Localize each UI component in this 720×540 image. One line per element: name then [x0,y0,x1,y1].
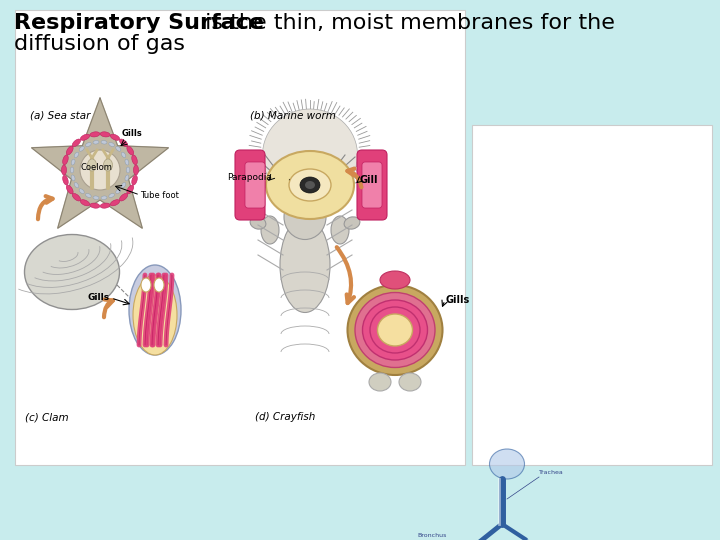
FancyBboxPatch shape [362,162,382,208]
Ellipse shape [86,143,91,146]
Ellipse shape [348,285,443,375]
Ellipse shape [362,300,428,360]
Ellipse shape [116,146,121,151]
Ellipse shape [100,203,110,208]
Text: Bronchus: Bronchus [417,533,446,538]
Ellipse shape [122,152,126,158]
Ellipse shape [61,165,66,175]
Ellipse shape [399,373,421,391]
Text: (b) Marine worm: (b) Marine worm [250,110,336,120]
Ellipse shape [122,183,126,188]
Ellipse shape [289,169,331,201]
Ellipse shape [71,159,75,165]
Ellipse shape [266,151,354,219]
Ellipse shape [109,143,114,146]
FancyBboxPatch shape [472,125,712,465]
Ellipse shape [79,189,84,193]
Ellipse shape [305,181,315,189]
Ellipse shape [90,132,100,137]
Ellipse shape [380,271,410,289]
Text: Respiratory Surface: Respiratory Surface [14,13,264,33]
Ellipse shape [125,159,129,165]
Ellipse shape [101,196,107,199]
Ellipse shape [133,275,177,355]
Ellipse shape [261,216,279,244]
Ellipse shape [90,203,100,208]
Ellipse shape [63,176,68,185]
Ellipse shape [125,175,129,181]
Ellipse shape [72,139,81,146]
Ellipse shape [377,314,413,346]
Text: is the thin, moist membranes for the: is the thin, moist membranes for the [198,13,615,33]
Ellipse shape [154,278,164,292]
Ellipse shape [80,150,120,190]
Ellipse shape [74,183,78,188]
Ellipse shape [490,449,524,479]
Ellipse shape [71,167,73,173]
Ellipse shape [126,167,130,173]
Text: Gills: Gills [445,295,469,305]
FancyBboxPatch shape [357,150,387,220]
Ellipse shape [109,193,114,198]
Ellipse shape [86,193,91,198]
Ellipse shape [129,265,181,355]
Polygon shape [505,539,565,540]
Ellipse shape [250,217,266,229]
Ellipse shape [66,185,73,194]
Text: Gills: Gills [122,129,143,138]
Ellipse shape [120,193,127,201]
Ellipse shape [133,165,138,175]
Text: (a) Sea star: (a) Sea star [30,110,91,120]
Ellipse shape [66,146,73,155]
Text: diffusion of gas: diffusion of gas [14,34,185,54]
Ellipse shape [280,218,330,313]
Ellipse shape [110,134,120,140]
Ellipse shape [127,146,134,155]
Ellipse shape [116,189,121,193]
Text: Tube foot: Tube foot [140,191,179,199]
Ellipse shape [93,140,99,144]
Ellipse shape [120,139,127,146]
FancyBboxPatch shape [245,162,265,208]
Ellipse shape [93,196,99,199]
Polygon shape [32,98,168,228]
Ellipse shape [72,193,81,201]
Ellipse shape [63,155,68,165]
FancyBboxPatch shape [235,150,265,220]
Ellipse shape [110,200,120,206]
Ellipse shape [284,194,326,240]
Ellipse shape [74,152,78,158]
Ellipse shape [71,175,75,181]
Ellipse shape [127,185,134,194]
Ellipse shape [81,134,90,140]
FancyBboxPatch shape [15,10,465,465]
Ellipse shape [370,307,420,353]
Ellipse shape [300,177,320,193]
Text: Parapodia: Parapodia [227,172,272,181]
Ellipse shape [101,140,107,144]
Ellipse shape [141,278,151,292]
Text: Gill: Gill [360,175,379,185]
Ellipse shape [100,132,110,137]
Ellipse shape [132,155,138,165]
Ellipse shape [355,293,435,368]
Ellipse shape [104,159,112,171]
Ellipse shape [79,146,84,151]
Ellipse shape [369,373,391,391]
Ellipse shape [263,109,358,201]
Ellipse shape [132,176,138,185]
Ellipse shape [24,234,120,309]
Text: (d) Crayfish: (d) Crayfish [255,412,315,422]
Ellipse shape [88,159,96,171]
Text: Trachea: Trachea [539,470,564,475]
Ellipse shape [331,216,349,244]
Text: (c) Clam: (c) Clam [25,412,68,422]
Text: Coelom: Coelom [80,164,112,172]
Ellipse shape [344,217,360,229]
Text: Gills: Gills [88,294,110,302]
Ellipse shape [81,200,90,206]
